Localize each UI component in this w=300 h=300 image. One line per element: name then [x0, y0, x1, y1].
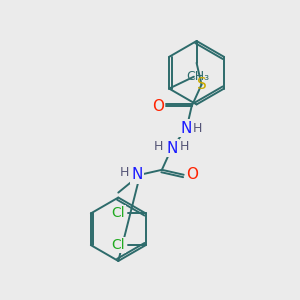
Text: CH₃: CH₃ — [186, 70, 209, 83]
Text: N: N — [166, 140, 178, 155]
Text: Cl: Cl — [111, 206, 125, 220]
Text: Cl: Cl — [111, 238, 125, 252]
Text: H: H — [180, 140, 189, 152]
Text: H: H — [193, 122, 202, 135]
Text: N: N — [181, 121, 192, 136]
Text: S: S — [196, 77, 206, 92]
Text: O: O — [187, 167, 199, 182]
Text: O: O — [152, 99, 164, 114]
Text: N: N — [131, 167, 143, 182]
Text: H: H — [120, 166, 129, 179]
Text: H: H — [154, 140, 164, 152]
